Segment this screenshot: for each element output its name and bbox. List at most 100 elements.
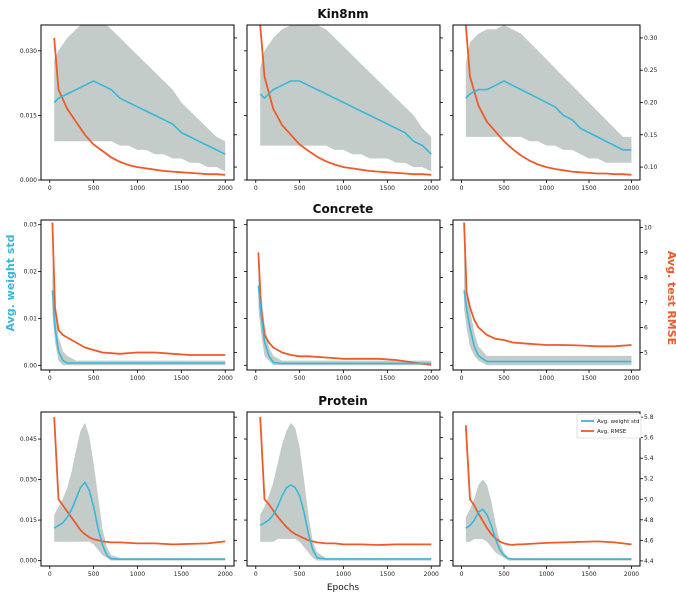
std-line-kin8nm-2 [259, 80, 432, 155]
y-tick-label-left: 0.01 [24, 315, 38, 322]
std-line-concrete-2 [257, 285, 432, 365]
x-tick-label: 1000 [130, 571, 145, 578]
y-tick-label-left: 0.02 [24, 269, 38, 276]
x-tick-label: 2000 [624, 185, 639, 192]
y-tick-label-left: 0.030 [20, 48, 37, 55]
axes-frame-concrete-2 [246, 219, 441, 371]
x-tick-label: 0 [254, 375, 258, 382]
std-line-protein-2 [259, 484, 432, 560]
y-tick-label-right: 0.10 [644, 164, 658, 171]
y-tick-label-right: 5.2 [644, 476, 654, 483]
y-tick-label-right: 5.8 [644, 414, 654, 421]
x-tick-label: 1000 [130, 375, 145, 382]
std-band-protein-2 [260, 422, 432, 561]
y-axis-label-right: Avg. test RMSE [665, 251, 676, 345]
x-tick-label: 0 [460, 375, 464, 382]
x-tick-label: 500 [294, 375, 306, 382]
y-tick-label-right: 4.6 [644, 537, 654, 544]
rmse-line-protein-3 [464, 425, 632, 546]
y-tick-label-right: 0.30 [644, 35, 658, 42]
y-tick-label-right: 9 [644, 250, 648, 257]
y-tick-label-right: 6 [644, 325, 648, 332]
x-tick-label: 500 [88, 375, 100, 382]
x-tick-label: 1000 [539, 185, 554, 192]
y-tick-label-right: 7 [644, 300, 648, 307]
y-tick-label-left: 0.045 [20, 436, 37, 443]
x-tick-label: 1500 [380, 375, 395, 382]
std-line-kin8nm-1 [53, 80, 226, 155]
x-tick-label: 1500 [380, 185, 395, 192]
x-tick-label: 2000 [218, 375, 233, 382]
x-tick-label: 1500 [174, 571, 189, 578]
x-tick-label: 500 [88, 185, 100, 192]
y-tick-label-right: 0.20 [644, 100, 658, 107]
y-axis-label-left: Avg. weight std [4, 234, 17, 331]
x-tick-label: 0 [48, 375, 52, 382]
x-tick-label: 1500 [380, 571, 395, 578]
y-tick-label-left: 0.00 [24, 362, 38, 369]
x-tick-label: 2000 [218, 571, 233, 578]
rmse-line-kin8nm-2 [259, 25, 432, 176]
x-tick-label: 0 [254, 185, 258, 192]
panel-kin8nm-3: 0 500 1000 1500 2000 0.10 0.15 0.20 0.25 0.30 [450, 24, 658, 192]
rmse-line-kin8nm-3 [464, 25, 632, 176]
y-tick-label-right: 5 [644, 350, 648, 357]
x-tick-label: 2000 [424, 571, 439, 578]
x-tick-label: 2000 [218, 185, 233, 192]
x-tick-label: 1500 [581, 185, 596, 192]
y-tick-label-right: 5.4 [644, 455, 654, 462]
std-band-concrete-2 [258, 248, 432, 366]
row-title-concrete: Concrete [313, 202, 374, 216]
std-band-concrete-1 [52, 262, 226, 366]
std-band-kin8nm-3 [465, 25, 632, 163]
panel-kin8nm-1: 0 500 1000 1500 2000 0.000 0.015 0.030 [20, 24, 237, 192]
x-tick-label: 1000 [336, 571, 351, 578]
y-tick-label-left: 0.03 [24, 222, 38, 229]
x-tick-label: 1000 [539, 571, 554, 578]
x-tick-label: 0 [48, 185, 52, 192]
y-tick-label-right: 4.8 [644, 517, 654, 524]
panel-kin8nm-2: 0 500 1000 1500 2000 [244, 24, 443, 192]
rmse-line-protein-2 [259, 417, 432, 546]
x-tick-label: 0 [460, 571, 464, 578]
std-line-concrete-1 [51, 290, 226, 364]
std-line-protein-1 [53, 481, 226, 561]
y-tick-label-left: 0.030 [20, 477, 37, 484]
x-tick-label: 0 [254, 571, 258, 578]
y-tick-label-right: 0.25 [644, 67, 658, 74]
y-tick-label-left: 0.015 [20, 112, 37, 119]
x-tick-label: 500 [498, 375, 510, 382]
y-tick-label-right: 5.6 [644, 435, 654, 442]
panel-concrete-2: 0 500 1000 1500 2000 [244, 219, 443, 382]
x-tick-label: 2000 [424, 375, 439, 382]
y-tick-label-right: 10 [644, 225, 652, 232]
y-tick-label-left: 0.000 [20, 558, 37, 565]
legend: Avg. weight std Avg. RMSE [576, 413, 642, 439]
std-band-protein-1 [54, 422, 226, 561]
std-band-protein-3 [465, 479, 632, 561]
panel-concrete-3: 0 500 1000 1500 2000 5 6 7 8 9 10 [450, 219, 652, 382]
x-tick-label: 1000 [130, 185, 145, 192]
x-tick-label: 2000 [624, 571, 639, 578]
rmse-line-concrete-3 [463, 222, 632, 348]
x-tick-label: 500 [294, 571, 306, 578]
panel-concrete-1: 0 500 1000 1500 2000 0.00 0.01 0.02 0.03 [24, 219, 237, 382]
y-tick-label-right: 8 [644, 275, 648, 282]
legend-std-label: Avg. weight std [597, 419, 640, 425]
rmse-line-concrete-2 [257, 252, 432, 366]
x-tick-label: 1500 [174, 185, 189, 192]
x-tick-label: 2000 [424, 185, 439, 192]
x-axis-label: Epochs [327, 583, 360, 593]
x-tick-label: 1500 [581, 571, 596, 578]
std-line-protein-3 [465, 508, 632, 561]
panel-protein-2: 0 500 1000 1500 2000 [244, 411, 443, 578]
x-tick-label: 1500 [581, 375, 596, 382]
axes-frame-concrete-3 [452, 219, 641, 371]
rmse-line-concrete-1 [51, 222, 226, 356]
legend-box [576, 413, 642, 439]
y-tick-label-right: 5.0 [644, 496, 654, 503]
row-title-protein: Protein [318, 394, 368, 408]
x-tick-label: 500 [88, 571, 100, 578]
